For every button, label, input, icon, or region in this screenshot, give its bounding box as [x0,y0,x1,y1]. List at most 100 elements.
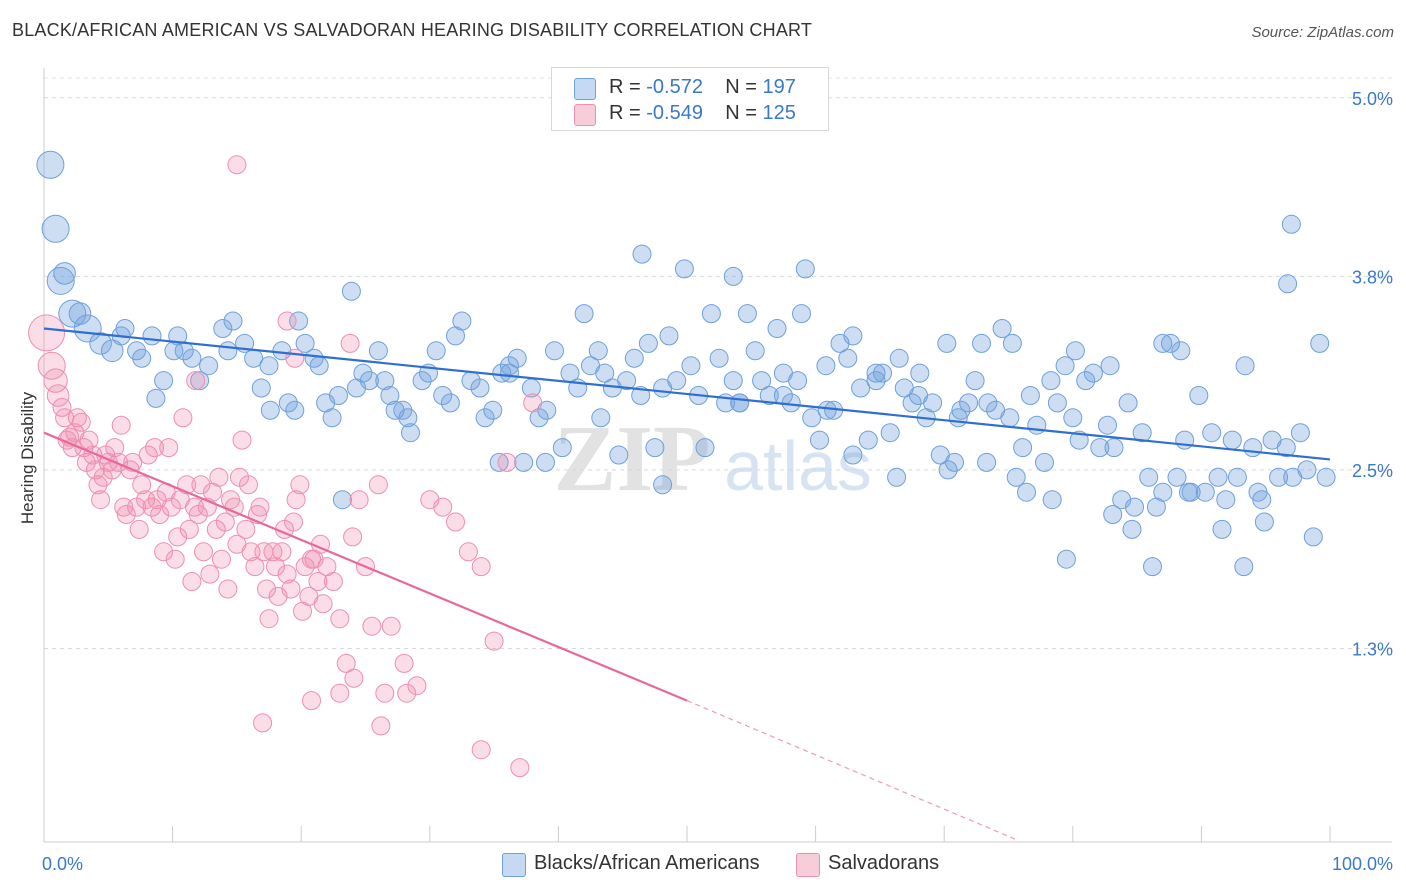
data-point [1161,333,1180,353]
data-point [232,430,252,450]
data-point [458,542,478,562]
data-point [1139,467,1159,487]
data-point [145,438,165,458]
data-point [182,572,202,591]
data-point [1227,467,1247,487]
data-point [948,408,968,428]
data-point [1000,408,1020,428]
data-point [286,490,306,510]
data-point [795,259,815,279]
legend-r-label: R = [609,76,647,98]
data-point [1276,438,1296,458]
data-point [349,490,369,510]
data-point [1243,438,1263,458]
data-point [371,716,391,736]
data-point [545,341,564,361]
data-point [330,683,350,703]
legend-swatch-pink [574,104,596,126]
data-point [965,371,985,391]
bottom-legend-swatch-pink [796,853,820,877]
data-point [536,452,555,472]
data-point [483,400,503,420]
data-point [632,244,652,264]
data-point [440,393,460,413]
data-point [792,304,811,324]
data-point [309,356,329,376]
data-point [695,438,715,458]
data-point [341,281,361,301]
watermark-atlas: atlas [724,427,872,505]
data-point [259,356,279,376]
data-point [79,430,99,450]
data-point [1235,356,1255,376]
data-point [138,445,158,465]
bottom-legend-label: Blacks/African Americans [534,852,760,874]
data-point [43,368,68,393]
data-point [120,460,140,480]
data-point [767,319,787,338]
data-point [745,341,765,361]
data-point [667,371,687,391]
data-point [1316,467,1336,487]
data-point [68,302,92,325]
data-point [277,311,297,331]
data-point [723,266,743,286]
watermark-zip: ZIP [554,407,711,511]
data-point [1212,519,1232,539]
data-point [653,475,673,495]
data-point [340,333,360,353]
legend-r-value: -0.549 [646,102,703,124]
data-point [701,304,721,324]
data-point [58,299,87,328]
legend-n-label: N = [725,102,763,124]
legend-swatch-blue [574,78,596,100]
data-point [1132,423,1152,443]
trend-line-salvadorans [43,431,688,702]
data-point [838,348,858,368]
data-point [843,326,863,346]
data-point [132,348,152,368]
legend-n-label: N = [725,76,763,98]
data-point [802,408,822,428]
data-point [295,333,315,353]
data-point [1234,557,1254,577]
data-point [281,579,301,599]
legend-r-value: -0.572 [646,76,703,98]
data-point [1042,490,1062,510]
data-point [1269,467,1289,487]
data-point [923,393,943,413]
data-point [200,564,220,584]
data-point [945,452,964,472]
data-point [1222,430,1242,450]
data-point [433,497,453,517]
data-point [1098,415,1117,435]
chart-title: BLACK/AFRICAN AMERICAN VS SALVADORAN HEA… [12,20,813,40]
data-point [1195,482,1215,502]
data-point [308,572,328,591]
data-point [523,393,543,413]
data-point [381,616,401,636]
data-point [224,497,244,517]
data-point [1122,519,1142,539]
data-point [889,348,909,368]
data-point [250,497,270,517]
data-point [1002,333,1022,353]
data-point [510,758,530,778]
data-point [1118,393,1138,413]
data-point [344,668,364,688]
data-point [595,363,615,383]
data-point [1104,438,1124,458]
data-point [322,408,342,428]
data-point [737,304,757,324]
y-tick-label: 3.8% [1352,267,1393,287]
data-point [497,452,517,472]
data-point [332,490,352,510]
x-tick-labels: 0.0% 100.0% [42,854,1393,874]
data-point [330,609,350,629]
data-point [353,363,373,383]
data-point [1278,274,1298,294]
data-point [362,616,382,636]
data-point [1035,452,1054,472]
data-point [37,351,66,380]
